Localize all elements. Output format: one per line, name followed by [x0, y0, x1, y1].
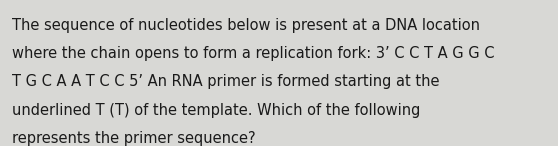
Text: represents the primer sequence?: represents the primer sequence? [12, 131, 256, 146]
Text: underlined T (T) of the template. Which of the following: underlined T (T) of the template. Which … [12, 103, 421, 118]
Text: T G C A A T C C 5’ An RNA primer is formed starting at the: T G C A A T C C 5’ An RNA primer is form… [12, 74, 440, 89]
Text: The sequence of nucleotides below is present at a DNA location: The sequence of nucleotides below is pre… [12, 18, 480, 33]
Text: where the chain opens to form a replication fork: 3’ C C T A G G C: where the chain opens to form a replicat… [12, 46, 495, 61]
